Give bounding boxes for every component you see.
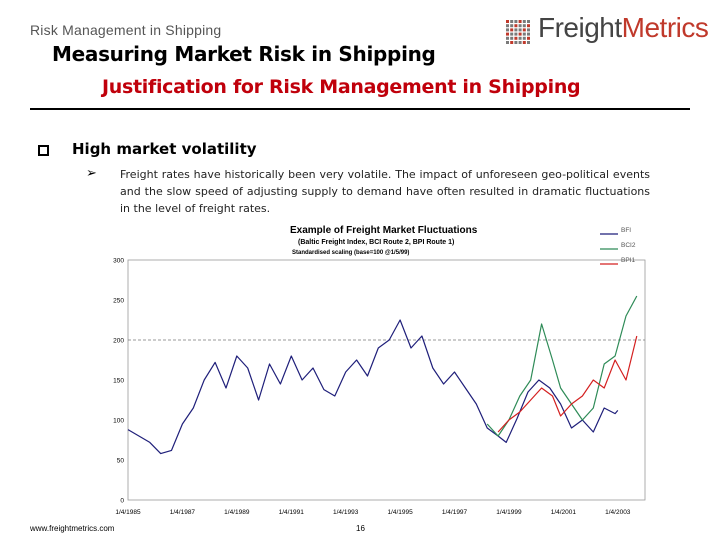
legend-label: BFI bbox=[621, 227, 631, 234]
logo-grid-square bbox=[514, 20, 518, 23]
logo-grid-square bbox=[506, 24, 509, 28]
y-tick-label: 300 bbox=[113, 258, 124, 265]
series-line-bci2 bbox=[486, 295, 638, 437]
logo-grid-square bbox=[518, 41, 522, 44]
freight-fluctuation-chart: 0 50 100 150 200 250 300 1/4/1985 1/4/1987 1/4/1… bbox=[113, 227, 646, 516]
logo-grid-square bbox=[510, 32, 514, 36]
logo-grid-square bbox=[518, 20, 522, 23]
footer-url: www.freightmetrics.com bbox=[30, 524, 115, 533]
page-title: Measuring Market Risk in Shipping bbox=[52, 42, 436, 66]
logo-grid-square bbox=[518, 32, 522, 36]
x-tick-label: 1/4/1997 bbox=[442, 509, 468, 516]
logo-grid-square bbox=[510, 41, 514, 44]
logo-grid-square bbox=[522, 41, 526, 44]
logo-grid-square bbox=[527, 28, 530, 32]
logo-grid-square bbox=[527, 36, 530, 40]
logo-grid-square bbox=[522, 28, 526, 32]
logo-grid-square bbox=[527, 41, 530, 44]
x-tick-label: 1/4/1987 bbox=[170, 509, 196, 516]
y-tick-label: 100 bbox=[113, 418, 124, 425]
x-tick-label: 1/4/1999 bbox=[496, 509, 522, 516]
logo-grid-square bbox=[527, 24, 530, 28]
y-tick-label: 250 bbox=[113, 298, 124, 305]
logo-grid-icon bbox=[506, 20, 530, 44]
logo-grid-square bbox=[506, 36, 509, 40]
logo-grid-square bbox=[514, 36, 518, 40]
logo-grid-square bbox=[506, 41, 509, 44]
logo-grid-square bbox=[522, 20, 526, 23]
x-tick-label: 1/4/1995 bbox=[387, 509, 413, 516]
y-tick-label: 150 bbox=[113, 378, 124, 385]
logo-grid-square bbox=[518, 24, 522, 28]
logo-grid-square bbox=[506, 32, 509, 36]
logo-grid-square bbox=[527, 32, 530, 36]
x-tick-label: 1/4/2003 bbox=[605, 509, 631, 516]
x-tick-label: 1/4/1985 bbox=[115, 509, 141, 516]
chart-title: Example of Freight Market Fluctuations bbox=[290, 225, 478, 236]
logo-grid-square bbox=[514, 28, 518, 32]
x-tick-label: 1/4/1989 bbox=[224, 509, 250, 516]
x-tick-label: 1/4/1993 bbox=[333, 509, 359, 516]
bullet-body-text: Freight rates have historically been ver… bbox=[120, 168, 650, 215]
section-label: Risk Management in Shipping bbox=[30, 22, 222, 38]
logo-part-metrics: Metrics bbox=[621, 12, 709, 43]
freightmetrics-logo: FreightMetrics bbox=[538, 12, 709, 44]
plot-area bbox=[127, 259, 646, 501]
page-subtitle: Justification for Risk Management in Shi… bbox=[102, 76, 581, 98]
title-divider bbox=[30, 108, 690, 110]
logo-grid-square bbox=[522, 24, 526, 28]
logo-part-freight: Freight bbox=[538, 12, 622, 43]
page-number: 16 bbox=[356, 524, 365, 533]
logo-grid-square bbox=[510, 28, 514, 32]
y-tick-label: 0 bbox=[120, 498, 124, 505]
logo-grid-square bbox=[514, 24, 518, 28]
chart-subtitle: (Baltic Freight Index, BCI Route 2, BPI … bbox=[298, 239, 455, 246]
logo-grid-square bbox=[514, 32, 518, 36]
series-line-bpi1 bbox=[497, 335, 638, 433]
logo-grid-square bbox=[510, 20, 514, 23]
logo-grid-square bbox=[514, 41, 518, 44]
logo-grid-square bbox=[522, 32, 526, 36]
x-tick-label: 1/4/2001 bbox=[551, 509, 577, 516]
logo-grid-square bbox=[518, 36, 522, 40]
logo-grid-square bbox=[506, 20, 509, 23]
logo-grid-square bbox=[522, 36, 526, 40]
legend-label: BPI1 bbox=[621, 257, 635, 264]
series-line-bfi bbox=[127, 319, 619, 455]
logo-grid-square bbox=[518, 28, 522, 32]
y-tick-label: 50 bbox=[117, 458, 125, 465]
logo-grid-square bbox=[510, 24, 514, 28]
logo-grid-square bbox=[510, 36, 514, 40]
y-tick-label: 200 bbox=[113, 338, 124, 345]
square-bullet-icon bbox=[38, 145, 49, 156]
logo-grid-square bbox=[506, 28, 509, 32]
legend-label: BCI2 bbox=[621, 242, 636, 249]
logo-grid-square bbox=[527, 20, 530, 23]
x-tick-label: 1/4/1991 bbox=[279, 509, 305, 516]
bullet-heading: High market volatility bbox=[72, 140, 257, 158]
arrow-bullet-icon: ➢ bbox=[86, 166, 97, 181]
chart-scaling-note: Standardised scaling (base=100 @1/5/99) bbox=[292, 250, 410, 256]
